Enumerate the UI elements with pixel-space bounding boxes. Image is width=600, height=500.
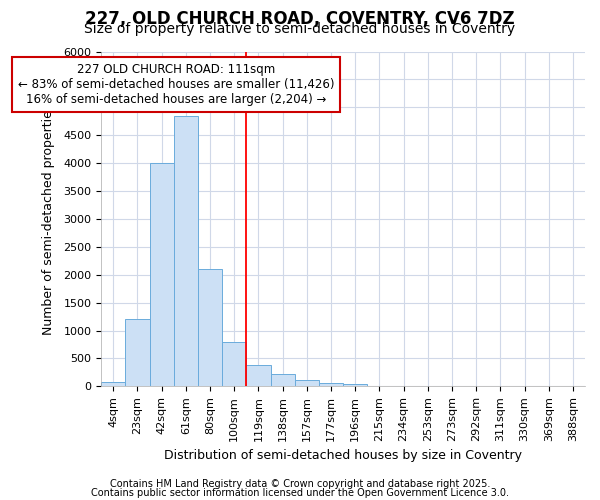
Bar (222, 342, 247, 386)
Bar (271, 374, 295, 386)
Bar (125, 320, 149, 386)
Text: Size of property relative to semi-detached houses in Coventry: Size of property relative to semi-detach… (85, 22, 515, 36)
Bar (319, 383, 343, 386)
Bar (198, 269, 222, 386)
Text: Contains HM Land Registry data © Crown copyright and database right 2025.: Contains HM Land Registry data © Crown c… (110, 479, 490, 489)
Bar (174, 116, 198, 386)
Bar (149, 163, 174, 386)
Text: 227 OLD CHURCH ROAD: 111sqm
← 83% of semi-detached houses are smaller (11,426)
1: 227 OLD CHURCH ROAD: 111sqm ← 83% of sem… (18, 62, 334, 106)
Text: 227, OLD CHURCH ROAD, COVENTRY, CV6 7DZ: 227, OLD CHURCH ROAD, COVENTRY, CV6 7DZ (85, 10, 515, 28)
X-axis label: Distribution of semi-detached houses by size in Coventry: Distribution of semi-detached houses by … (164, 450, 522, 462)
Bar (101, 382, 125, 386)
Text: Contains public sector information licensed under the Open Government Licence 3.: Contains public sector information licen… (91, 488, 509, 498)
Bar (247, 366, 271, 386)
Bar (295, 380, 319, 386)
Y-axis label: Number of semi-detached properties: Number of semi-detached properties (42, 103, 55, 334)
Bar (343, 384, 367, 386)
